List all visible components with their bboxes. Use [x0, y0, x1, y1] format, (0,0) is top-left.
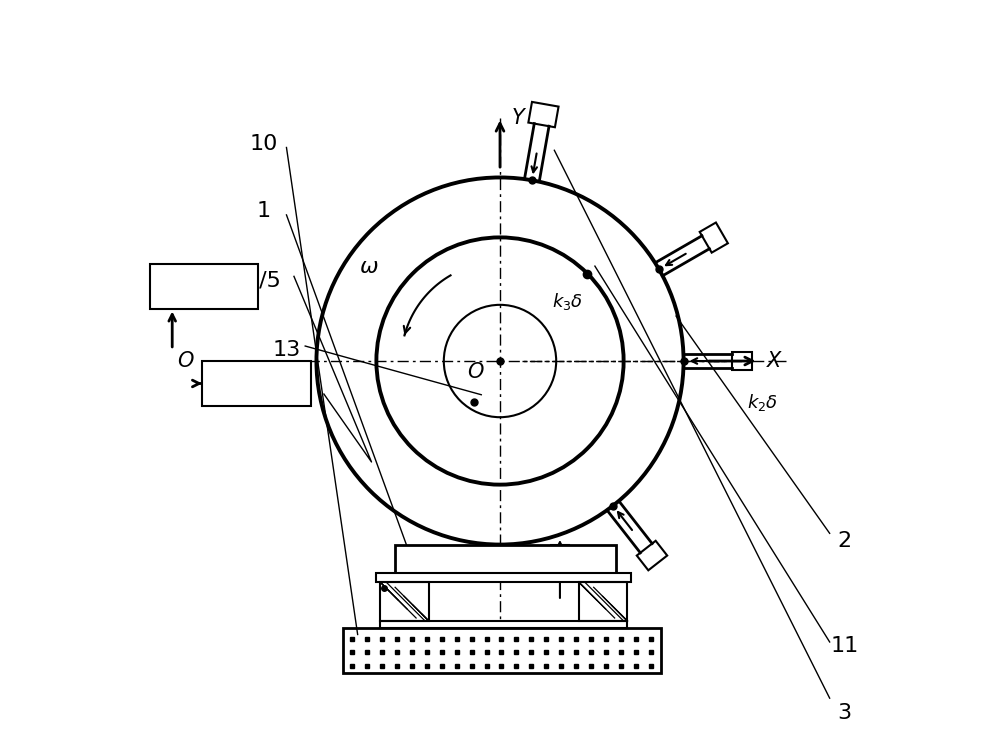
Text: 13: 13	[272, 340, 301, 359]
Text: $O$: $O$	[177, 351, 194, 371]
Text: 3: 3	[838, 703, 852, 723]
Text: 10: 10	[250, 134, 278, 153]
Text: 2: 2	[838, 531, 852, 550]
Polygon shape	[150, 264, 258, 308]
Text: $\omega$: $\omega$	[359, 257, 379, 277]
Text: $k_3\delta$: $k_3\delta$	[552, 290, 584, 311]
Polygon shape	[479, 544, 521, 548]
Text: $Y$: $Y$	[511, 108, 527, 128]
Text: $O$: $O$	[467, 362, 485, 382]
Polygon shape	[380, 621, 627, 629]
Polygon shape	[376, 573, 631, 582]
Polygon shape	[343, 629, 661, 674]
Polygon shape	[395, 544, 616, 573]
Polygon shape	[202, 361, 311, 406]
Text: 4/5: 4/5	[246, 270, 282, 290]
Text: $e_y(z_J,i)$: $e_y(z_J,i)$	[176, 274, 233, 299]
Text: $k_2\delta$: $k_2\delta$	[747, 392, 778, 413]
Text: 1: 1	[257, 202, 271, 221]
Text: 11: 11	[831, 635, 859, 656]
Text: $k_1\delta$: $k_1\delta$	[548, 560, 579, 581]
Text: $X$: $X$	[766, 351, 784, 371]
Text: $e_x(z_J,i)$: $e_x(z_J,i)$	[228, 371, 285, 396]
Polygon shape	[551, 544, 569, 548]
